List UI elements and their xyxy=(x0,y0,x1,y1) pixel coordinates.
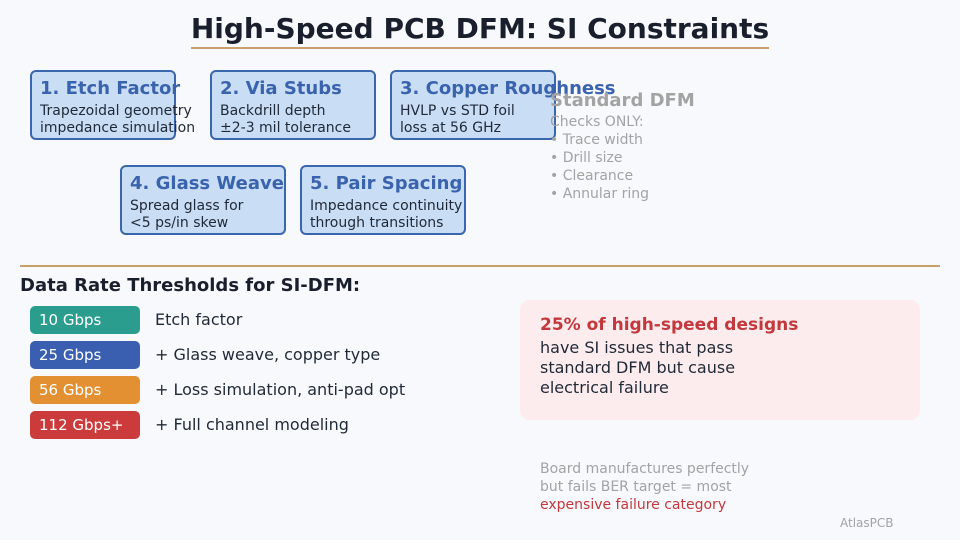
card-line: loss at 56 GHz xyxy=(400,120,502,136)
card-line: <5 ps/in skew xyxy=(130,215,229,231)
callout-headline: 25% of high-speed designs xyxy=(540,315,799,335)
card-line: through transitions xyxy=(310,215,444,231)
card-line: HVLP vs STD foil xyxy=(400,103,515,119)
thresholds-heading: Data Rate Thresholds for SI-DFM: xyxy=(20,275,361,296)
card-title: 2. Via Stubs xyxy=(220,78,342,99)
card-line: Backdrill depth xyxy=(220,103,326,119)
card-line: impedance simulation xyxy=(40,120,196,136)
card-title: 4. Glass Weave xyxy=(130,173,284,194)
page-title: High-Speed PCB DFM: SI Constraints xyxy=(190,12,770,45)
card-line: ±2-3 mil tolerance xyxy=(220,120,351,136)
card-title: 3. Copper Roughness xyxy=(400,78,616,99)
title-underline xyxy=(191,47,769,49)
card-title: 5. Pair Spacing xyxy=(310,173,463,194)
rate-badge: 25 Gbps xyxy=(30,341,140,369)
card-line: Impedance continuity xyxy=(310,198,463,214)
rate-label: + Full channel modeling xyxy=(155,415,349,434)
constraint-card-glass-weave: 4. Glass Weave Spread glass for <5 ps/in… xyxy=(120,165,286,235)
threshold-row-25g: 25 Gbps + Glass weave, copper type xyxy=(30,341,450,369)
standard-dfm-panel: Standard DFM Checks ONLY: • Trace width … xyxy=(550,90,695,203)
footnote-highlight: expensive failure category xyxy=(540,497,727,513)
standard-dfm-item: • Trace width xyxy=(550,132,643,148)
callout-line: electrical failure xyxy=(540,378,669,397)
si-failure-callout: 25% of high-speed designs have SI issues… xyxy=(520,300,920,420)
standard-dfm-item: • Annular ring xyxy=(550,186,649,202)
footnote: Board manufactures perfectly but fails B… xyxy=(540,460,749,514)
callout-line: have SI issues that pass xyxy=(540,338,734,357)
rate-badge: 10 Gbps xyxy=(30,306,140,334)
callout-line: standard DFM but cause xyxy=(540,358,736,377)
rate-label: Etch factor xyxy=(155,310,243,329)
standard-dfm-subtitle: Checks ONLY: xyxy=(550,114,644,130)
rate-badge: 56 Gbps xyxy=(30,376,140,404)
standard-dfm-item: • Drill size xyxy=(550,150,623,166)
card-line: Trapezoidal geometry xyxy=(40,103,192,119)
rate-label: + Loss simulation, anti-pad opt xyxy=(155,380,406,399)
brand-logo-text: AtlasPCB xyxy=(840,516,894,530)
constraint-card-via-stubs: 2. Via Stubs Backdrill depth ±2-3 mil to… xyxy=(210,70,376,140)
card-line: Spread glass for xyxy=(130,198,244,214)
standard-dfm-item: • Clearance xyxy=(550,168,634,184)
footnote-line: Board manufactures perfectly xyxy=(540,461,750,477)
card-title: 1. Etch Factor xyxy=(40,78,181,99)
threshold-row-10g: 10 Gbps Etch factor xyxy=(30,306,450,334)
footnote-line: but fails BER target = most xyxy=(540,479,732,495)
constraint-card-pair-spacing: 5. Pair Spacing Impedance continuity thr… xyxy=(300,165,466,235)
section-divider xyxy=(20,265,940,267)
rate-badge: 112 Gbps+ xyxy=(30,411,140,439)
rate-label: + Glass weave, copper type xyxy=(155,345,381,364)
constraint-card-copper-roughness: 3. Copper Roughness HVLP vs STD foil los… xyxy=(390,70,616,140)
threshold-row-112g: 112 Gbps+ + Full channel modeling xyxy=(30,411,450,439)
constraint-card-etch-factor: 1. Etch Factor Trapezoidal geometry impe… xyxy=(30,70,196,140)
threshold-row-56g: 56 Gbps + Loss simulation, anti-pad opt xyxy=(30,376,450,404)
standard-dfm-title: Standard DFM xyxy=(550,90,695,111)
